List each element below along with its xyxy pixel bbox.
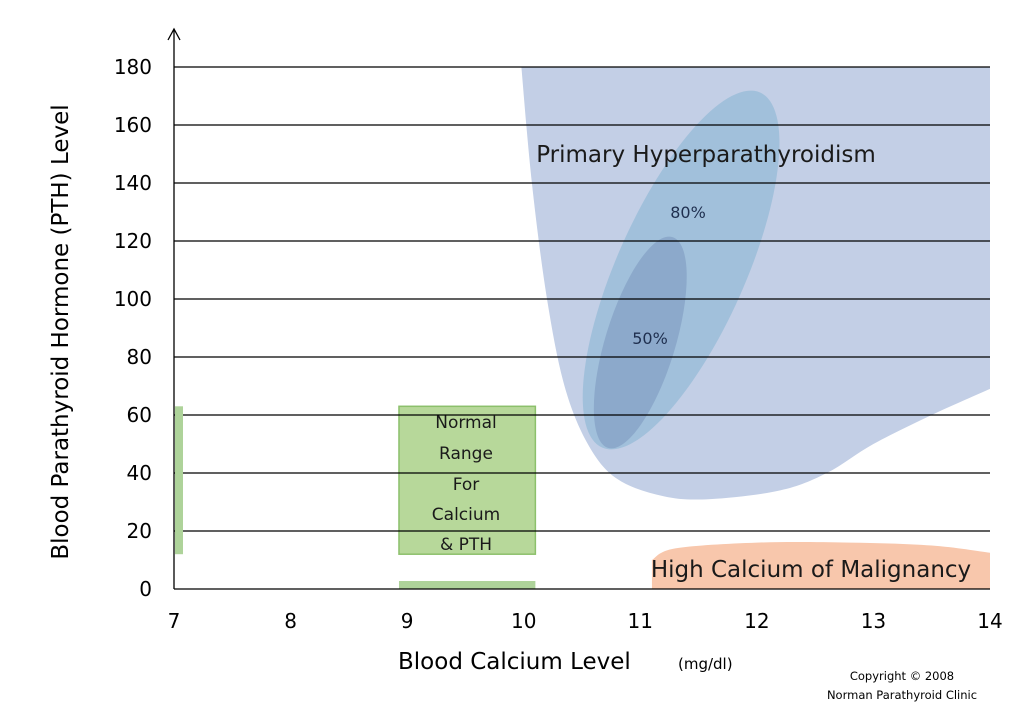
y-tick-label: 80 (127, 345, 152, 369)
x-tick-label: 14 (977, 609, 1002, 633)
normal-range-label-line: Calcium (432, 505, 500, 525)
axis-markers-layer (175, 406, 536, 589)
pth-normal-marker (175, 406, 183, 555)
copyright-line-2: Norman Parathyroid Clinic (827, 688, 977, 702)
ellipse-50-percent (593, 236, 687, 449)
normal-range-label-line: & PTH (440, 535, 492, 555)
x-axis-unit: (mg/dl) (678, 655, 733, 673)
y-axis-arrow (167, 27, 181, 41)
gridlines-layer (174, 66, 990, 532)
normal-range-box (398, 405, 537, 555)
y-tick-label: 40 (127, 461, 152, 485)
regions-layer (398, 67, 990, 589)
malignancy-label: High Calcium of Malignancy (651, 557, 971, 583)
y-tick-label: 100 (114, 287, 152, 311)
x-tick-label: 11 (628, 609, 653, 633)
y-axis-title: Blood Parathyroid Hormone (PTH) Level (48, 104, 74, 559)
y-tick-label: 20 (127, 519, 152, 543)
normal-range-label-line: Range (439, 444, 493, 464)
y-tick-label: 160 (114, 113, 152, 137)
ellipse-50-label: 50% (632, 329, 668, 348)
normal-range-label-line: For (453, 475, 480, 495)
ellipse-80-label: 80% (670, 203, 706, 222)
y-tick-label: 0 (139, 577, 152, 601)
x-tick-label: 7 (168, 609, 181, 633)
copyright-line-1: Copyright © 2008 (850, 669, 954, 683)
y-tick-label: 180 (114, 55, 152, 79)
primary-hyperparathyroidism-label: Primary Hyperparathyroidism (536, 142, 876, 168)
y-tick-label: 140 (114, 171, 152, 195)
x-tick-label: 12 (744, 609, 769, 633)
x-tick-label: 10 (511, 609, 536, 633)
calcium-normal-marker (398, 581, 536, 589)
x-tick-label: 8 (284, 609, 297, 633)
x-axis-title: Blood Calcium Level (398, 649, 631, 675)
normal-range-label-line: Normal (435, 413, 497, 433)
y-tick-label: 120 (114, 229, 152, 253)
y-tick-label: 60 (127, 403, 152, 427)
malignancy-region (651, 542, 990, 589)
x-tick-label: 13 (861, 609, 886, 633)
x-tick-label: 9 (401, 609, 414, 633)
axes-layer: 0 20 40 60 80 100 120 140 160 180 7 8 9 10 11 12 13 14 (114, 27, 1003, 633)
